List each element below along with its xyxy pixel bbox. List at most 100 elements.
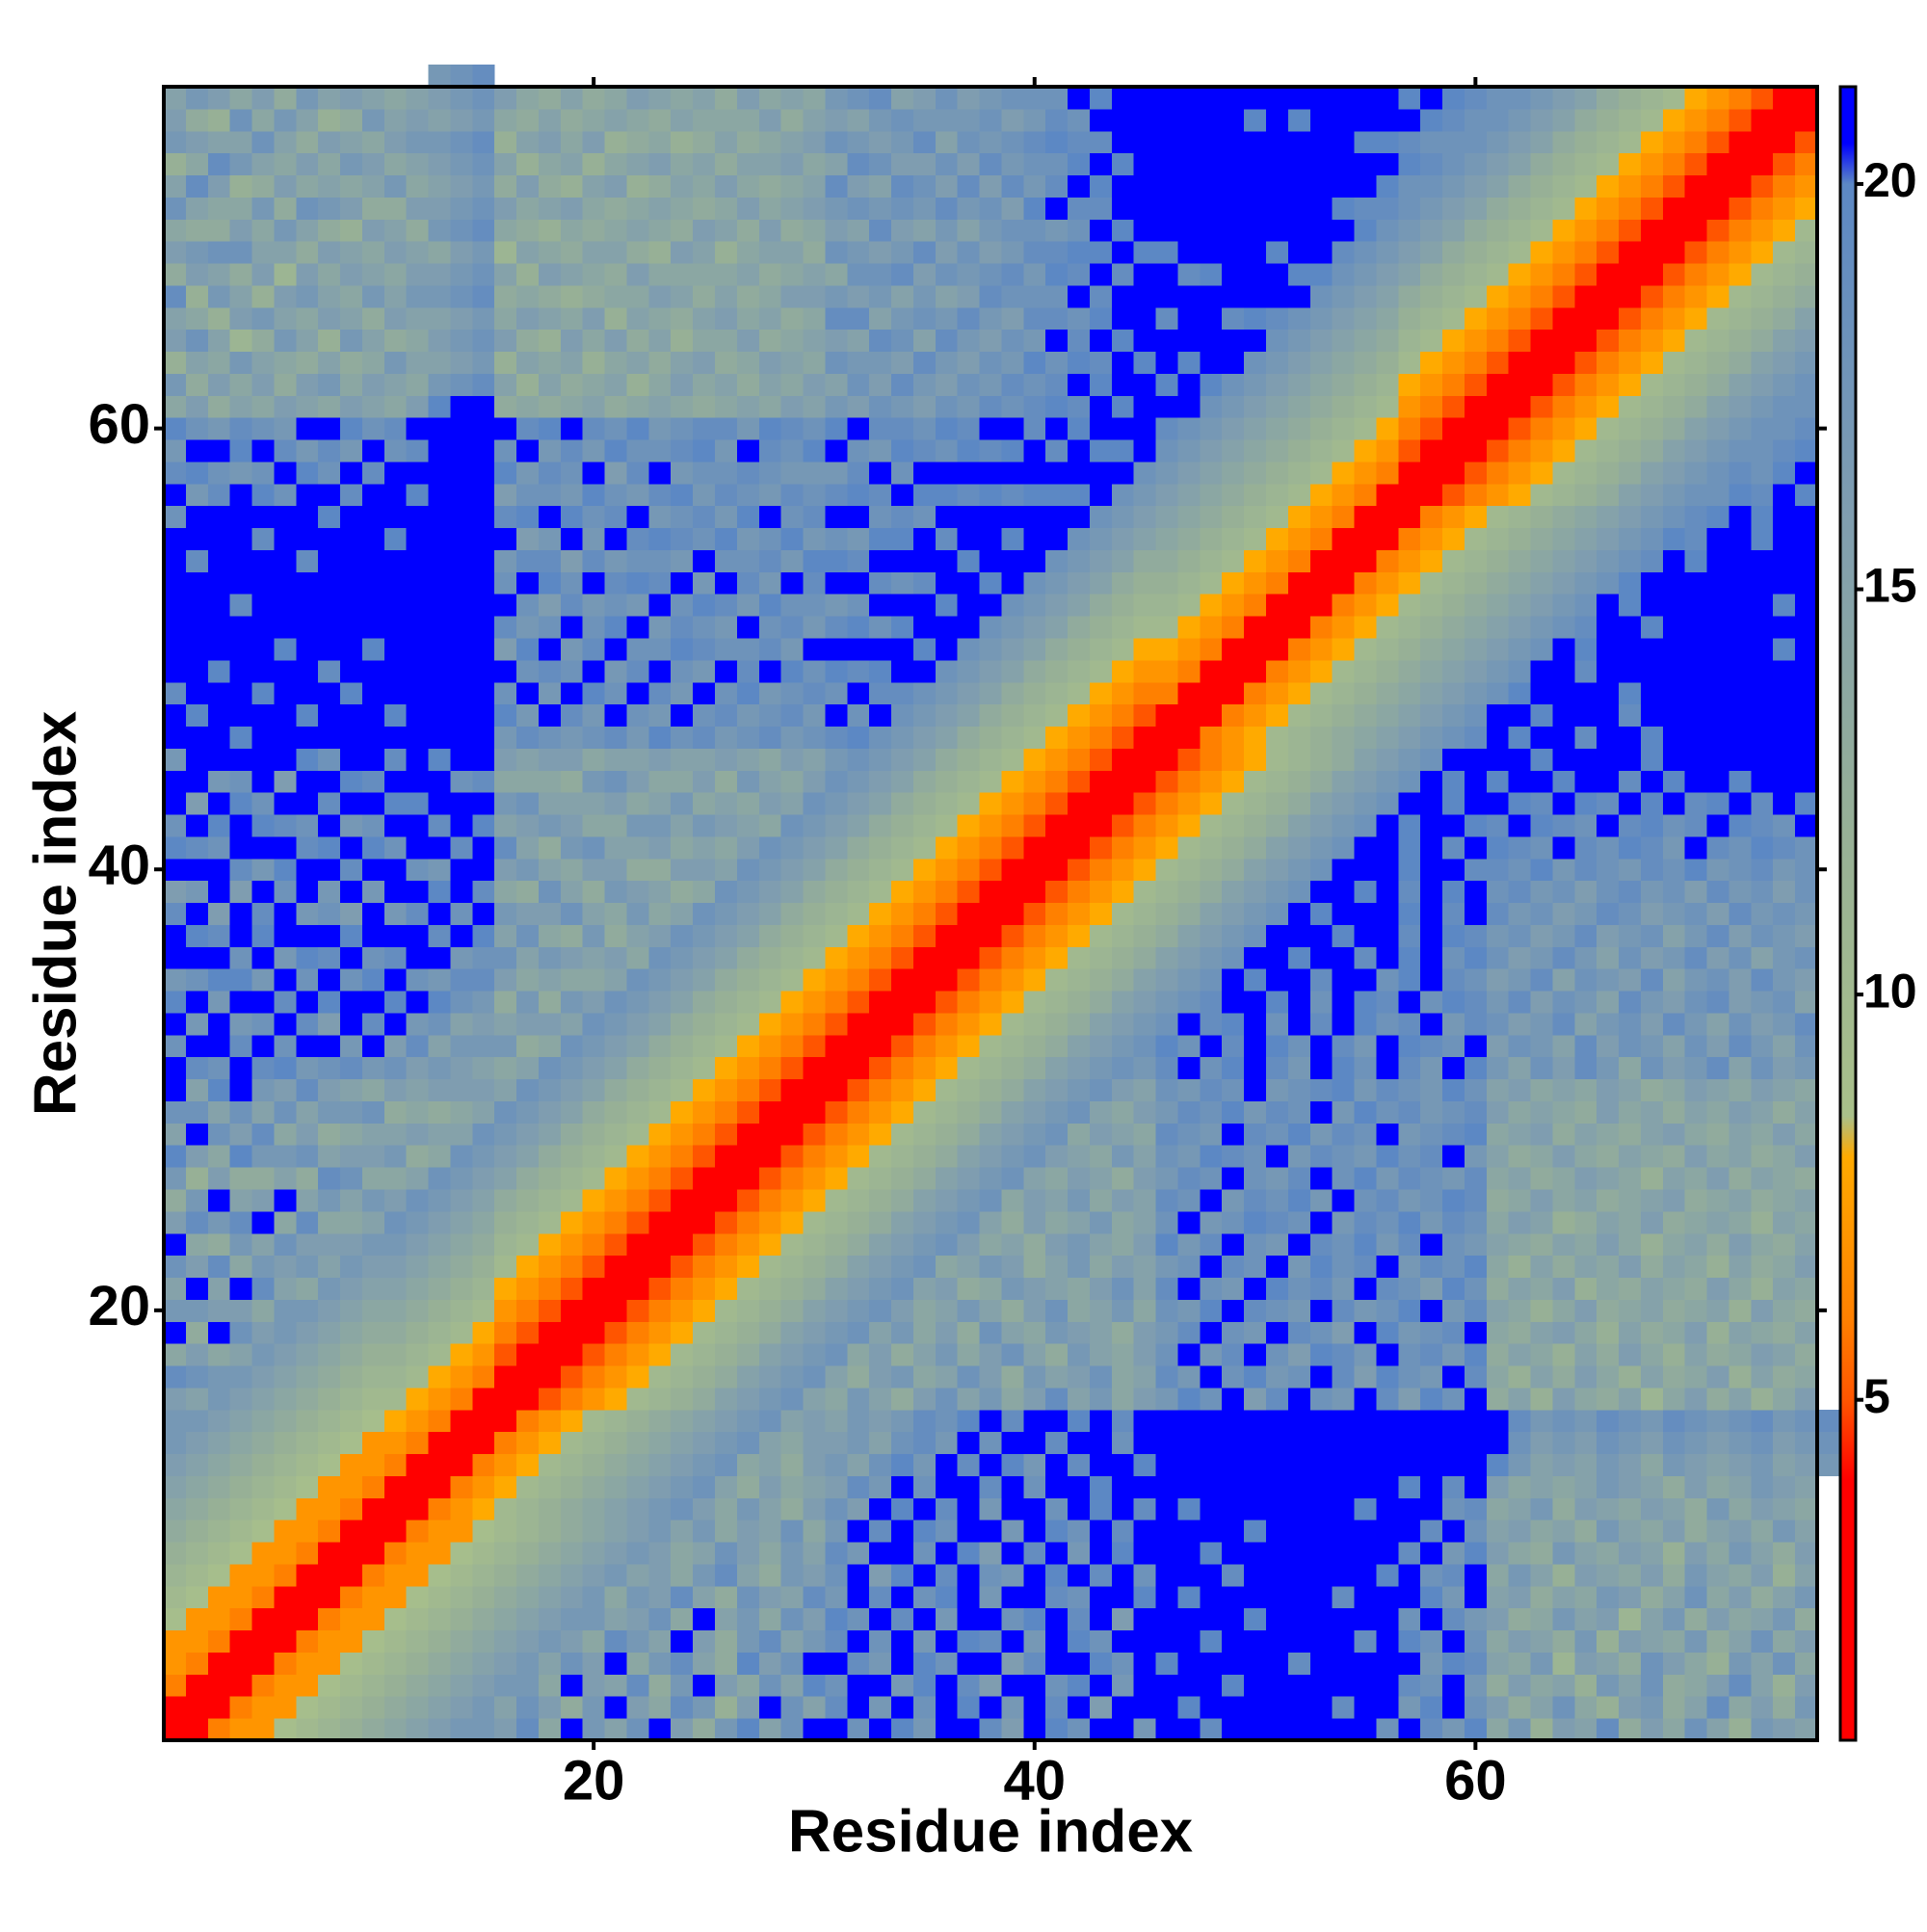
heatmap-cell: [1023, 858, 1046, 882]
heatmap-cell: [1640, 1585, 1664, 1609]
heatmap-cell: [1729, 1475, 1752, 1498]
heatmap-cell: [869, 1497, 892, 1521]
heatmap-cell: [1222, 306, 1245, 331]
heatmap-cell: [472, 1210, 495, 1234]
heatmap-cell: [1464, 1034, 1488, 1058]
heatmap-cell: [715, 1409, 738, 1433]
heatmap-cell: [274, 681, 297, 705]
heatmap-cell: [1222, 417, 1245, 440]
heatmap-cell: [736, 1277, 760, 1300]
heatmap-cell: [450, 924, 473, 947]
heatmap-cell: [251, 659, 275, 683]
heatmap-cell: [472, 1563, 495, 1587]
heatmap-cell: [604, 1167, 627, 1190]
heatmap-cell: [251, 924, 275, 947]
heatmap-cell: [780, 681, 805, 705]
heatmap-cell: [1068, 483, 1091, 507]
heatmap-cell: [912, 1167, 937, 1190]
heatmap-cell: [847, 1585, 870, 1609]
heatmap-cell: [1200, 505, 1223, 529]
heatmap-cell: [869, 902, 892, 925]
heatmap-cell: [1045, 1321, 1069, 1344]
heatmap-cell: [472, 108, 495, 132]
heatmap-cell: [715, 130, 738, 154]
heatmap-cell: [648, 1123, 672, 1146]
heatmap-cell: [626, 395, 649, 418]
heatmap-cell: [715, 814, 738, 837]
heatmap-cell: [1376, 1210, 1399, 1234]
heatmap-cell: [1200, 1365, 1223, 1389]
heatmap-cell: [715, 549, 738, 572]
heatmap-cell: [1619, 1321, 1642, 1344]
heatmap-cell: [1068, 1453, 1091, 1476]
heatmap-cell: [406, 395, 430, 418]
heatmap-cell: [1222, 902, 1245, 925]
heatmap-cell: [185, 1321, 209, 1344]
heatmap-cell: [1068, 616, 1091, 639]
heatmap-cell: [538, 1145, 562, 1168]
heatmap-cell: [869, 1475, 892, 1498]
heatmap-cell: [1266, 1475, 1289, 1498]
heatmap-cell: [472, 638, 495, 661]
heatmap-cell: [1640, 1299, 1664, 1322]
heatmap-cell: [847, 351, 870, 374]
heatmap-cell: [912, 1321, 937, 1344]
heatmap-cell: [296, 1387, 319, 1411]
heatmap-cell: [1508, 991, 1532, 1014]
heatmap-cell: [693, 395, 716, 418]
heatmap-cell: [604, 241, 627, 264]
heatmap-cell: [780, 1189, 805, 1212]
heatmap-cell: [1662, 814, 1686, 837]
heatmap-cell: [1177, 835, 1201, 860]
heatmap-cell: [957, 792, 981, 815]
heatmap-cell: [1795, 1475, 1818, 1498]
heatmap-cell: [450, 1255, 473, 1279]
heatmap-cell: [935, 1321, 959, 1344]
heatmap-cell: [758, 439, 782, 463]
heatmap-cell: [825, 1100, 848, 1124]
heatmap-cell: [1222, 483, 1245, 507]
heatmap-cell: [185, 174, 209, 198]
heatmap-cell: [1442, 924, 1465, 947]
heatmap-cell: [164, 1563, 187, 1587]
heatmap-cell: [1155, 880, 1178, 904]
heatmap-cell: [538, 902, 562, 925]
heatmap-cell: [296, 858, 319, 882]
heatmap-cell: [1773, 1607, 1796, 1631]
heatmap-cell: [1706, 880, 1729, 904]
heatmap-cell: [1001, 594, 1024, 617]
heatmap-cell: [912, 1718, 937, 1741]
heatmap-cell: [164, 571, 187, 595]
heatmap-cell: [825, 1475, 848, 1498]
heatmap-cell: [648, 1497, 672, 1521]
heatmap-cell: [891, 1696, 914, 1719]
heatmap-cell: [736, 284, 760, 308]
heatmap-cell: [1597, 1343, 1620, 1366]
heatmap-cell: [1706, 1607, 1729, 1631]
heatmap-cell: [715, 968, 738, 992]
heatmap-cell: [1155, 770, 1178, 793]
heatmap-cell: [979, 1343, 1002, 1366]
heatmap-cell: [891, 770, 914, 793]
heatmap-cell: [428, 417, 451, 440]
heatmap-cell: [361, 902, 385, 925]
heatmap-cell: [1111, 1431, 1135, 1455]
heatmap-cell: [494, 1563, 517, 1587]
heatmap-cell: [1552, 1365, 1575, 1389]
heatmap-cell: [957, 1321, 981, 1344]
heatmap-cell: [957, 1034, 981, 1058]
heatmap-cell: [1001, 219, 1024, 242]
heatmap-cell: [1684, 1255, 1708, 1279]
heatmap-cell: [383, 1365, 408, 1389]
heatmap-cell: [428, 792, 451, 815]
heatmap-cell: [1354, 1210, 1377, 1234]
heatmap-cell: [1486, 1629, 1510, 1653]
heatmap-cell: [1111, 87, 1135, 110]
heatmap-cell: [340, 1652, 363, 1675]
heatmap-cell: [472, 505, 495, 529]
heatmap-cell: [318, 152, 341, 176]
heatmap-cell: [1640, 814, 1664, 837]
heatmap-cell: [912, 594, 937, 617]
heatmap-cell: [1177, 1056, 1201, 1080]
heatmap-cell: [1597, 1056, 1620, 1080]
